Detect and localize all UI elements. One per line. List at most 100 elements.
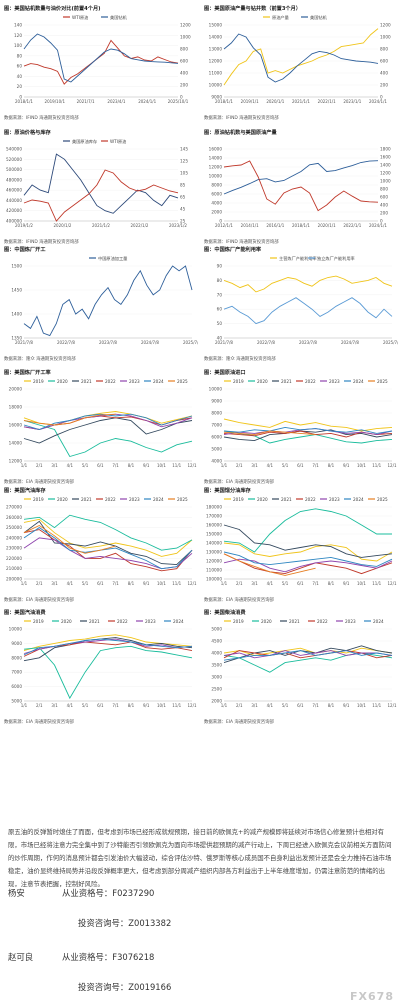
series-line bbox=[23, 529, 193, 572]
x-tick-label: 9/1 bbox=[143, 581, 150, 586]
watermark: FX678 bbox=[350, 990, 394, 1003]
x-tick-label: 2/1 bbox=[36, 463, 43, 468]
chart-title: 图：原油钻机数与美国原油产量 bbox=[204, 130, 277, 136]
legend-label: 2023 bbox=[345, 619, 356, 624]
chart-svg: 中国原油加工量 1350 1400 1450 1500 2021/7/8 2022/7/8 2… bbox=[11, 255, 198, 345]
left-tick-label: 70 bbox=[217, 292, 223, 297]
x-tick-label: 6/1 bbox=[97, 463, 104, 468]
x-tick-label: 2023/7/8 bbox=[299, 340, 317, 345]
left-tick-label: 7000 bbox=[211, 423, 222, 428]
chart-source: 数据来源：EIA 海通期货投资咨询部 bbox=[204, 598, 274, 603]
legend-label: WTI原油 bbox=[110, 138, 126, 145]
chart-panel-7: 图：美国炼厂开工率 数据来源：EIA 海通期货投资咨询部 2019 2020 2021 2… bbox=[2, 368, 198, 486]
left-tick-label: 420000 bbox=[6, 208, 22, 213]
left-tick-label: 210000 bbox=[6, 566, 22, 571]
legend-label: 美国钻机 bbox=[110, 14, 128, 21]
legend-label: 2023 bbox=[329, 379, 340, 384]
x-tick-label: 2022/1/1 bbox=[318, 99, 336, 104]
x-tick-label: 3/1 bbox=[251, 581, 258, 586]
left-tick-label: 9000 bbox=[11, 641, 22, 646]
chart-source: 数据来源：EIA 海通期货投资咨询部 bbox=[204, 480, 274, 485]
legend-label: 2020 bbox=[261, 619, 272, 624]
chart-svg: 美国原油库存 WTI原油 400000 420000 440000 460000 48000… bbox=[6, 138, 188, 228]
x-tick-label: 2019/1/1 bbox=[241, 99, 259, 104]
series-line bbox=[23, 637, 193, 662]
x-tick-label: 8/1 bbox=[128, 581, 135, 586]
right-tick-label: 125 bbox=[180, 159, 188, 164]
x-tick-label: 10/1 bbox=[357, 463, 366, 468]
x-tick-label: 2022/7/8 bbox=[257, 340, 275, 345]
legend-label: 2019 bbox=[233, 379, 244, 384]
left-tick-label: 20000 bbox=[9, 387, 23, 392]
right-tick-label: 400 bbox=[380, 71, 388, 76]
left-tick-label: 270000 bbox=[6, 505, 22, 510]
chart-title: 图：原油价格与库存 bbox=[4, 130, 51, 136]
left-tick-label: 90 bbox=[217, 264, 223, 269]
left-tick-label: 2500 bbox=[211, 687, 222, 692]
chart-source: 数据来源：IFIND 海通期货投资咨询部 bbox=[204, 240, 279, 245]
x-tick-label: 4/1 bbox=[267, 581, 274, 586]
left-tick-label: 9000 bbox=[211, 95, 222, 100]
legend-label: 美国钻机 bbox=[310, 14, 328, 21]
x-tick-label: 11/1 bbox=[372, 463, 381, 468]
x-tick-label: 1/1 bbox=[221, 581, 228, 586]
left-tick-label: 1450 bbox=[11, 288, 22, 293]
chart-svg: 2019 2020 2021 2022 2023 2024 2025 200000 210000… bbox=[6, 497, 197, 586]
left-tick-label: 50 bbox=[217, 321, 223, 326]
x-tick-label: 7/1 bbox=[112, 581, 119, 586]
x-tick-label: 2022/7/8 bbox=[57, 340, 75, 345]
left-tick-label: 150000 bbox=[206, 532, 222, 537]
series-line bbox=[223, 160, 379, 195]
right-tick-label: 1000 bbox=[380, 35, 391, 40]
x-tick-label: 10/1 bbox=[157, 463, 166, 468]
right-tick-label: 105 bbox=[180, 171, 188, 176]
x-tick-label: 2020/1/1 bbox=[318, 223, 336, 228]
right-tick-label: 1000 bbox=[180, 35, 191, 40]
series-line bbox=[223, 33, 379, 83]
x-tick-label: 2018/1/1 bbox=[292, 223, 310, 228]
left-tick-label: 4000 bbox=[211, 651, 222, 656]
x-tick-label: 4/1 bbox=[67, 581, 74, 586]
left-tick-label: 480000 bbox=[6, 177, 22, 182]
right-tick-label: 1400 bbox=[380, 163, 391, 168]
chart-panel-1: 图：美国钻机数量与油价对比(前置4个月) 数据来源：IFIND 海通期货投资咨询部… bbox=[2, 4, 198, 122]
left-tick-label: 260000 bbox=[6, 515, 22, 520]
series-line bbox=[23, 514, 193, 551]
right-tick-label: 200 bbox=[180, 83, 188, 88]
x-tick-label: 11/1 bbox=[172, 703, 181, 708]
series-line bbox=[23, 169, 179, 222]
chart-svg: 0200040006000800010000120001400016000020… bbox=[209, 147, 391, 229]
analyst-2-consult: 投资咨询号：Z0019166 bbox=[78, 982, 172, 992]
right-tick-label: 1600 bbox=[380, 155, 391, 160]
analyst-2-cert: 从业资格号：F3076218 bbox=[62, 952, 155, 962]
left-tick-label: 14000 bbox=[9, 441, 23, 446]
series-line bbox=[223, 542, 393, 562]
chart-title: 图：美国柴油消费 bbox=[204, 610, 246, 616]
x-tick-label: 3/1 bbox=[51, 581, 58, 586]
left-tick-label: 110000 bbox=[206, 568, 222, 573]
left-tick-label: 540000 bbox=[6, 147, 22, 152]
left-tick-label: 120000 bbox=[206, 559, 222, 564]
left-tick-label: 100 bbox=[14, 43, 22, 48]
x-tick-label: 12/1 bbox=[388, 463, 397, 468]
legend-label: 2022 bbox=[117, 619, 128, 624]
right-tick-label: 1800 bbox=[380, 147, 391, 152]
left-tick-label: 12000 bbox=[209, 59, 223, 64]
left-tick-label: 6000 bbox=[11, 684, 22, 689]
chart-source: 数据来源：EIA 海通期货投资咨询部 bbox=[4, 720, 74, 725]
x-tick-label: 2018/1/1 bbox=[15, 99, 33, 104]
left-tick-label: 60 bbox=[17, 64, 23, 69]
x-tick-label: 10/1 bbox=[357, 703, 366, 708]
x-tick-label: 8/1 bbox=[328, 581, 335, 586]
left-tick-label: 1400 bbox=[11, 312, 22, 317]
x-tick-label: 5/1 bbox=[82, 463, 89, 468]
left-tick-label: 140 bbox=[14, 23, 22, 28]
x-tick-label: 2021/7/8 bbox=[15, 340, 33, 345]
x-tick-label: 2021/7/8 bbox=[215, 340, 233, 345]
legend-label: 2024 bbox=[173, 619, 184, 624]
x-tick-label: 8/1 bbox=[328, 463, 335, 468]
right-tick-label: 200 bbox=[380, 211, 388, 216]
legend-label: 2019 bbox=[33, 379, 44, 384]
legend-label: 2025 bbox=[177, 497, 188, 502]
legend-label: 2021 bbox=[89, 619, 100, 624]
